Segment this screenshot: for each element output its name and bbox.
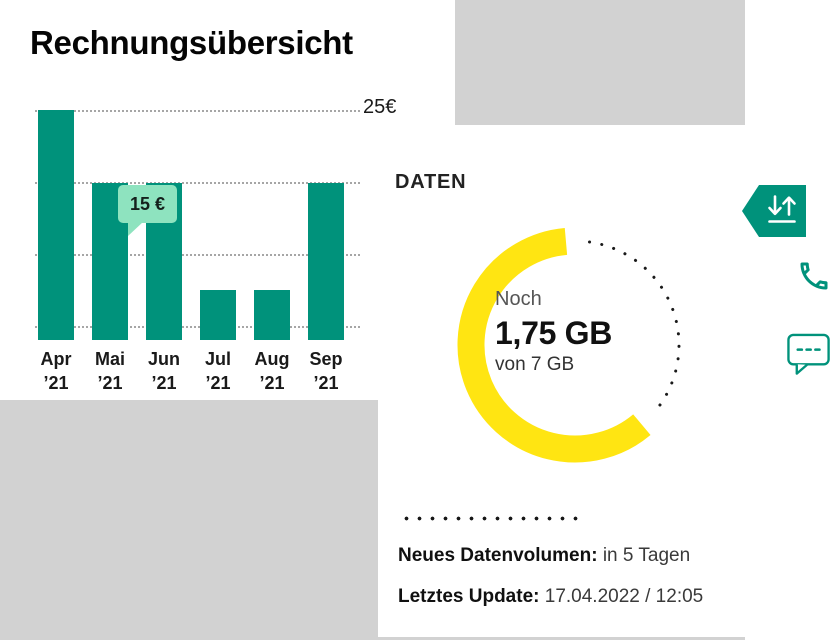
last-update-label: Letztes Update: [398, 586, 540, 607]
chart-gridline [35, 182, 360, 184]
chart-gridline [35, 110, 360, 112]
bar-apr[interactable] [38, 110, 74, 340]
y-axis-max-label: 25€ [363, 96, 397, 118]
donut-solid-arc [457, 227, 651, 463]
dotted-separator [400, 516, 580, 521]
data-usage-donut-chart [455, 225, 695, 465]
arrows-transfer-icon [742, 185, 806, 237]
chat-bubble-icon [787, 333, 830, 375]
phone-icon [800, 262, 828, 290]
new-data-volume-value: in 5 Tagen [602, 545, 691, 566]
bar-tooltip: 15 € [118, 185, 177, 236]
donut-svg [457, 227, 681, 463]
bar-label-sep: Sep ’21 [309, 349, 343, 393]
new-data-volume-label: Neues Datenvolumen: [398, 545, 598, 566]
bar-chart-labels: Apr ’21 Mai ’21 Jun ’21 Jul ’21 Aug ’21 Sep ’21 [38, 347, 344, 395]
bar-chart-plot [35, 110, 360, 340]
bar-aug[interactable] [254, 290, 290, 340]
bar-label-aug: Aug ’21 [254, 349, 290, 393]
data-transfer-tag-button[interactable] [742, 185, 806, 237]
new-data-volume-row: Neues Datenvolumen: in 5 Tagen [398, 545, 690, 567]
chart-gridline [35, 326, 360, 328]
data-card-title: DATEN [395, 171, 467, 193]
tooltip-tail [128, 222, 143, 236]
bar-label-apr: Apr ’21 [40, 349, 72, 393]
data-card: DATEN Noch 1,75 GB von 7 GB Neues Datenv… [378, 125, 745, 637]
donut-center-text: Noch 1,75 GB von 7 GB [495, 288, 612, 376]
bar-chart-bars [38, 110, 344, 340]
last-update-row: Letztes Update: 17.04.2022 / 12:05 [398, 586, 703, 608]
bar-tooltip-value: 15 € [129, 193, 166, 214]
donut-remaining-label: Noch [495, 288, 542, 310]
bar-sep[interactable] [308, 183, 344, 340]
bar-label-jul: Jul ’21 [204, 349, 231, 393]
page-title: Rechnungsübersicht [30, 24, 353, 61]
last-update-value: 17.04.2022 / 12:05 [544, 586, 704, 607]
bar-label-jun: Jun ’21 [147, 349, 180, 393]
chat-button[interactable] [786, 332, 833, 378]
chart-gridline [35, 254, 360, 256]
phone-button[interactable] [796, 258, 832, 294]
bar-label-mai: Mai ’21 [94, 349, 125, 393]
bar-jul[interactable] [200, 290, 236, 340]
donut-dotted-arc [587, 240, 681, 411]
donut-remaining-value: 1,75 GB [495, 315, 613, 351]
donut-total-label: von 7 GB [495, 354, 575, 375]
bar-chart-gridlines [35, 110, 360, 340]
